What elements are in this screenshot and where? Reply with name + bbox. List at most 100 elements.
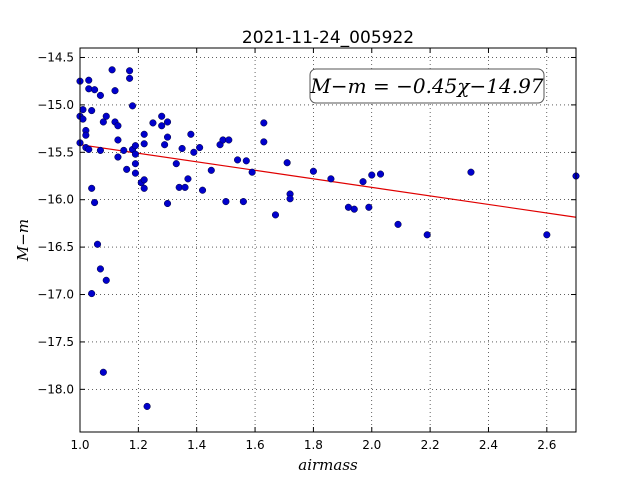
data-point xyxy=(91,198,99,207)
x-tick-label: 1.2 xyxy=(129,438,148,452)
annotation-text: M−m = −0.45χ−14.97 xyxy=(309,74,543,98)
y-axis-label: M−m xyxy=(14,219,32,262)
y-tick-label: −16.5 xyxy=(37,240,74,254)
data-point xyxy=(181,183,189,191)
data-point xyxy=(161,141,169,149)
data-point xyxy=(82,131,90,139)
data-point xyxy=(222,198,230,206)
data-point xyxy=(131,169,139,177)
y-tick-label: −17.0 xyxy=(37,288,74,302)
data-points xyxy=(76,66,580,410)
y-tick-label: −17.5 xyxy=(37,335,74,349)
data-point xyxy=(543,231,551,239)
data-point xyxy=(79,115,87,123)
y-tick-label: −14.5 xyxy=(37,50,74,64)
data-point xyxy=(376,170,385,178)
data-point xyxy=(467,168,475,176)
x-tick-label: 2.4 xyxy=(479,438,498,452)
data-point xyxy=(108,66,116,74)
data-point xyxy=(99,368,107,376)
data-point xyxy=(88,107,96,115)
data-point xyxy=(163,118,172,126)
data-point xyxy=(93,240,102,248)
data-point xyxy=(131,142,139,150)
data-point xyxy=(286,195,294,203)
data-point xyxy=(365,203,373,211)
data-point xyxy=(163,199,172,208)
data-point xyxy=(131,160,139,168)
data-point xyxy=(158,112,166,120)
x-tick-label: 1.4 xyxy=(187,438,206,452)
data-point xyxy=(85,76,93,84)
data-point xyxy=(88,184,96,192)
data-point xyxy=(85,85,93,93)
data-point xyxy=(271,211,280,219)
data-point xyxy=(172,160,180,168)
data-point xyxy=(126,74,134,82)
data-point xyxy=(128,102,137,110)
data-point xyxy=(260,119,268,127)
fit-line xyxy=(79,144,577,218)
data-point xyxy=(149,119,157,127)
data-point xyxy=(102,112,110,120)
data-point xyxy=(131,150,139,158)
y-tick-label: −15.5 xyxy=(37,145,74,159)
axis-ticks: 1.0 1.2 1.4 1.6 1.8 2.0 2.2 2.4 2.6 −14.5 −15.0 −15… xyxy=(37,48,576,452)
y-tick-label: −15.0 xyxy=(37,98,74,112)
data-point xyxy=(120,146,128,154)
data-point xyxy=(196,144,204,152)
data-point xyxy=(114,136,122,144)
fit-line-group xyxy=(79,144,577,218)
data-point xyxy=(126,67,134,75)
data-point xyxy=(143,402,151,410)
data-point xyxy=(283,159,291,167)
data-point xyxy=(394,220,402,228)
data-point xyxy=(178,144,186,153)
data-point xyxy=(111,87,119,95)
x-axis-label: airmass xyxy=(298,456,358,474)
equation-annotation: M−m = −0.45χ−14.97 xyxy=(309,68,545,104)
data-point xyxy=(359,178,367,186)
data-point xyxy=(234,156,242,164)
data-point xyxy=(368,171,376,179)
data-point xyxy=(327,175,335,183)
data-point xyxy=(85,145,93,154)
data-point xyxy=(225,136,233,144)
data-point xyxy=(91,86,99,94)
data-point xyxy=(187,130,195,138)
data-point xyxy=(140,130,148,138)
y-tick-label: −18.0 xyxy=(37,382,74,396)
data-point xyxy=(158,122,166,130)
chart-title: 2021-11-24_005922 xyxy=(242,28,414,48)
data-point xyxy=(190,148,198,156)
x-tick-label: 1.6 xyxy=(246,438,265,452)
data-point xyxy=(350,205,358,213)
data-point xyxy=(96,265,104,273)
data-point xyxy=(96,146,104,154)
data-point xyxy=(114,122,122,130)
data-point xyxy=(102,276,110,284)
data-point xyxy=(140,176,148,184)
data-point xyxy=(88,290,96,298)
x-tick-label: 2.2 xyxy=(421,438,440,452)
data-point xyxy=(423,231,431,239)
data-point xyxy=(140,184,148,192)
data-point xyxy=(140,140,148,148)
data-point xyxy=(114,153,122,161)
y-tick-label: −16.0 xyxy=(37,193,74,207)
data-point xyxy=(239,198,247,206)
data-point xyxy=(207,166,215,174)
data-point xyxy=(184,175,192,183)
x-tick-label: 2.0 xyxy=(362,438,381,452)
data-point xyxy=(123,165,131,173)
annotation-box xyxy=(309,68,545,104)
data-point xyxy=(198,186,207,194)
data-point xyxy=(242,157,250,165)
data-point xyxy=(79,106,87,114)
plot-frame xyxy=(79,47,577,433)
x-tick-label: 2.6 xyxy=(537,438,556,452)
data-point xyxy=(309,167,317,175)
data-point xyxy=(96,91,104,99)
data-point xyxy=(99,118,107,126)
